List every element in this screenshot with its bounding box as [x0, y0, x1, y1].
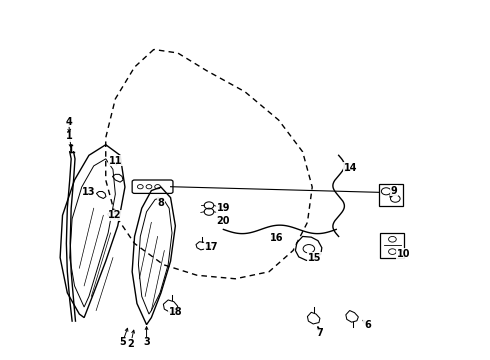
Text: 11: 11: [109, 156, 122, 166]
Text: 12: 12: [108, 210, 121, 220]
Text: 5: 5: [119, 337, 126, 347]
Text: 20: 20: [217, 216, 230, 226]
Bar: [380, 233, 404, 258]
Text: 4: 4: [65, 117, 72, 127]
Text: 13: 13: [82, 187, 96, 197]
Text: 19: 19: [217, 203, 230, 213]
Text: 6: 6: [364, 320, 371, 330]
Text: 10: 10: [397, 249, 410, 259]
Text: 14: 14: [344, 163, 357, 173]
Text: 9: 9: [391, 186, 397, 195]
Bar: [379, 184, 402, 206]
Text: 2: 2: [127, 339, 134, 349]
Text: 18: 18: [169, 307, 182, 317]
Text: 3: 3: [143, 337, 150, 347]
Text: 16: 16: [270, 233, 283, 243]
Text: 8: 8: [157, 198, 165, 208]
Text: 15: 15: [308, 253, 321, 262]
Text: 17: 17: [205, 242, 218, 252]
Text: 1: 1: [66, 131, 73, 141]
Text: 7: 7: [316, 328, 323, 338]
